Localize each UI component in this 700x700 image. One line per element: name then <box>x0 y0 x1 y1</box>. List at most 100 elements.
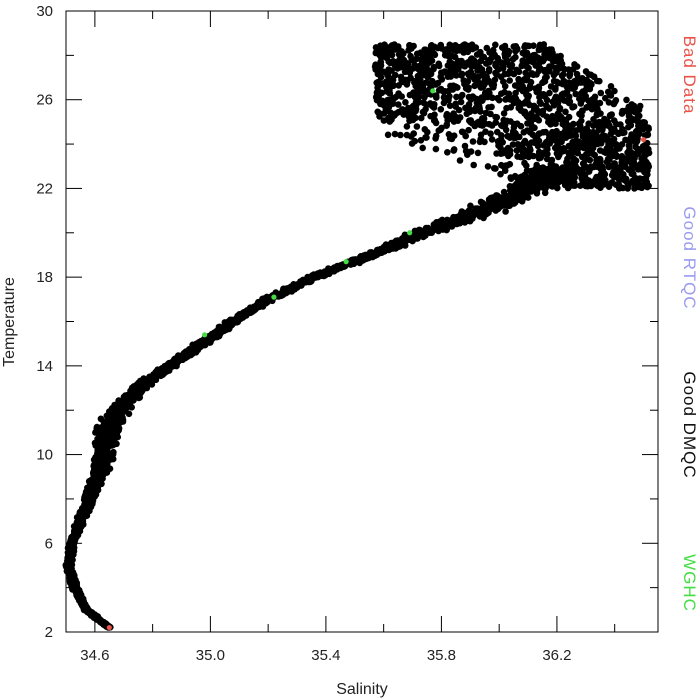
dmqc-point <box>108 421 115 429</box>
dmqc-point <box>448 65 456 72</box>
dmqc-point <box>492 165 499 172</box>
dmqc-point <box>473 119 481 127</box>
dmqc-point <box>493 63 500 70</box>
dmqc-point <box>525 92 532 100</box>
dmqc-point <box>521 109 529 117</box>
dmqc-point <box>582 144 590 152</box>
dmqc-point <box>514 153 521 160</box>
dmqc-point <box>221 319 229 326</box>
dmqc-point <box>380 117 388 124</box>
dmqc-point <box>593 104 601 112</box>
dmqc-point <box>71 579 79 587</box>
dmqc-point <box>485 120 493 128</box>
dmqc-point <box>421 94 428 101</box>
dmqc-point <box>633 116 641 124</box>
dmqc-point <box>387 109 395 117</box>
dmqc-point <box>395 101 402 108</box>
dmqc-point <box>486 202 493 210</box>
dmqc-point <box>519 181 527 189</box>
dmqc-point <box>95 430 103 438</box>
dmqc-point <box>448 52 455 60</box>
dmqc-point <box>610 135 618 143</box>
dmqc-point <box>521 137 529 145</box>
dmqc-point <box>492 113 499 121</box>
dmqc-point <box>410 89 417 96</box>
dmqc-point <box>570 170 578 178</box>
dmqc-point <box>546 89 553 97</box>
dmqc-point <box>531 124 538 132</box>
dmqc-point <box>623 96 630 104</box>
dmqc-point <box>427 80 435 88</box>
dmqc-point <box>529 58 537 66</box>
dmqc-point <box>543 113 551 120</box>
dmqc-point <box>596 147 604 154</box>
dmqc-point <box>602 121 610 128</box>
dmqc-point <box>391 130 399 138</box>
dmqc-point <box>586 165 594 172</box>
dmqc-point <box>601 180 609 187</box>
dmqc-point <box>599 132 607 139</box>
dmqc-point <box>416 62 423 70</box>
dmqc-point <box>525 64 532 72</box>
dmqc-point <box>477 135 485 143</box>
dmqc-point <box>97 415 105 423</box>
dmqc-point <box>403 131 411 139</box>
dmqc-point <box>565 79 573 86</box>
dmqc-point <box>590 73 598 80</box>
dmqc-point <box>137 383 145 390</box>
dmqc-point <box>621 175 629 182</box>
dmqc-point <box>478 66 486 73</box>
x-tick-label: 36.2 <box>542 647 571 664</box>
dmqc-point <box>414 72 422 80</box>
dmqc-point <box>509 55 517 63</box>
dmqc-point <box>528 177 535 184</box>
dmqc-point <box>535 60 543 67</box>
dmqc-point <box>555 64 562 71</box>
dmqc-point <box>411 77 419 85</box>
dmqc-point <box>461 142 469 150</box>
dmqc-point <box>406 42 413 49</box>
dmqc-point <box>558 130 565 138</box>
dmqc-point <box>431 111 438 118</box>
dmqc-point <box>553 182 560 189</box>
y-tick-label: 26 <box>36 92 53 109</box>
dmqc-point <box>578 107 586 114</box>
dmqc-point <box>418 85 426 93</box>
dmqc-point <box>630 158 638 166</box>
dmqc-point <box>503 104 510 112</box>
dmqc-point <box>417 114 425 122</box>
dmqc-point <box>641 147 648 154</box>
dmqc-point <box>95 442 102 450</box>
dmqc-point <box>536 93 543 101</box>
dmqc-point <box>493 150 500 157</box>
dmqc-point <box>70 547 77 555</box>
dmqc-point <box>596 120 604 127</box>
dmqc-point <box>456 157 464 164</box>
dmqc-point <box>501 167 509 174</box>
dmqc-point <box>403 123 411 130</box>
dmqc-point <box>160 366 168 373</box>
dmqc-point <box>631 108 638 116</box>
dmqc-point <box>482 109 490 117</box>
dmqc-point <box>579 160 587 167</box>
dmqc-point <box>544 172 552 180</box>
dmqc-point <box>627 134 634 142</box>
dmqc-point <box>553 127 560 135</box>
dmqc-point <box>450 213 457 221</box>
dmqc-point <box>83 509 91 516</box>
dmqc-point <box>572 90 579 98</box>
dmqc-point <box>499 122 506 130</box>
dmqc-point <box>445 131 453 138</box>
dmqc-point <box>536 109 543 116</box>
dmqc-point <box>121 396 129 404</box>
dmqc-point <box>109 439 117 447</box>
dmqc-point <box>581 138 588 146</box>
dmqc-point <box>376 97 384 104</box>
dmqc-point <box>102 442 109 450</box>
dmqc-point <box>510 70 518 78</box>
dmqc-point <box>286 285 293 292</box>
dmqc-point <box>542 185 549 192</box>
dmqc-point <box>190 343 198 351</box>
dmqc-point <box>482 128 489 135</box>
dmqc-point <box>508 132 516 140</box>
